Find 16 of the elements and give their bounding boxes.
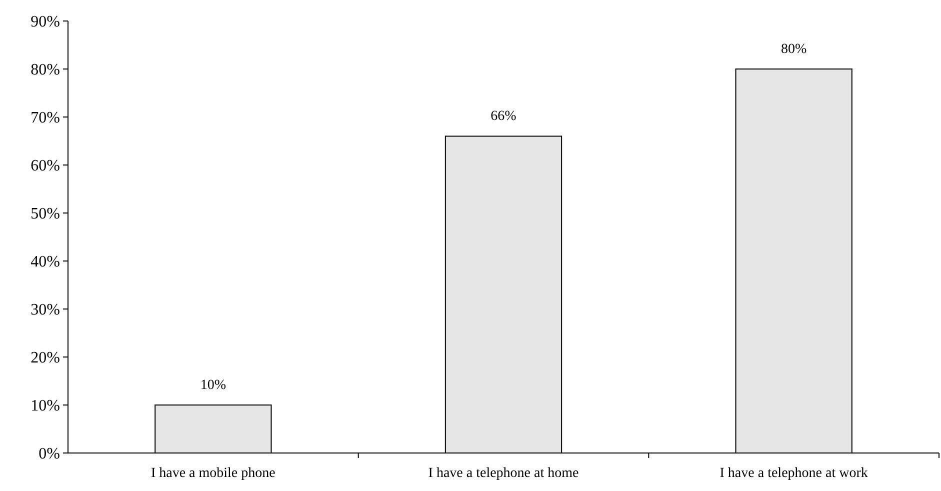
y-tick-label: 0% bbox=[38, 446, 60, 463]
y-tick-label: 20% bbox=[30, 350, 60, 367]
x-tick-label: I have a mobile phone bbox=[150, 466, 276, 481]
y-tick-label: 90% bbox=[30, 14, 60, 31]
x-tick-label: I have a telephone at work bbox=[720, 466, 868, 481]
y-tick-label: 80% bbox=[30, 62, 60, 79]
y-tick-label: 70% bbox=[30, 110, 60, 127]
y-tick-label: 30% bbox=[30, 302, 60, 319]
y-tick-label: 40% bbox=[30, 254, 60, 271]
y-tick-label: 60% bbox=[30, 158, 60, 175]
x-tick-label: I have a telephone at home bbox=[428, 466, 579, 481]
y-tick-label: 50% bbox=[30, 206, 60, 223]
data-label: 10% bbox=[200, 378, 226, 393]
data-label: 80% bbox=[780, 42, 807, 57]
data-label: 66% bbox=[490, 109, 517, 124]
y-tick-label: 10% bbox=[30, 398, 60, 415]
